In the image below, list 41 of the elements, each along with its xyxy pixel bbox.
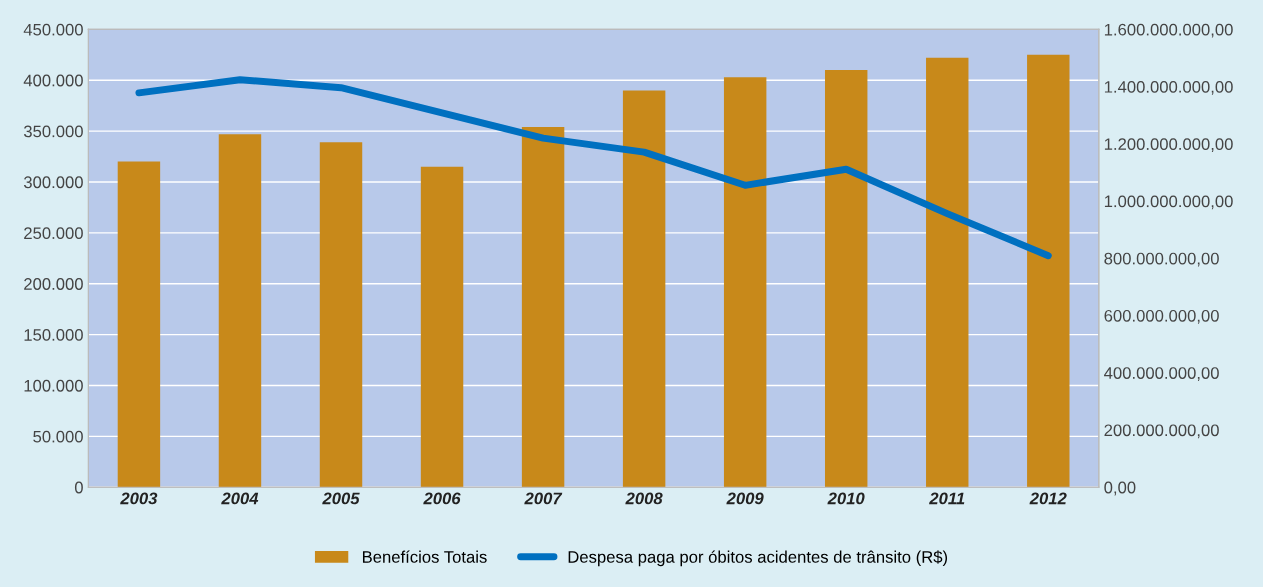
y-tick-label: 50.000: [33, 430, 83, 443]
bar: [420, 166, 464, 488]
y-tick-label: 400.000: [23, 74, 83, 87]
x-tick-label: 2005: [322, 492, 360, 505]
y-tick-label: 200.000: [24, 278, 83, 290]
y2-tick-label: 1.200.000.000,00: [1104, 138, 1233, 152]
y2-tick-label: 1.600.000.000,00: [1104, 23, 1233, 38]
bar: [1027, 54, 1070, 488]
y-tick-label: 300.000: [23, 176, 83, 189]
y2-tick-label: 200.000.000,00: [1104, 424, 1219, 439]
y2-tick-label: 1.400.000.000,00: [1104, 80, 1233, 95]
y2-tick-label: 800.000.000,00: [1104, 252, 1219, 267]
x-tick-label: 2011: [929, 492, 965, 505]
bar: [926, 57, 969, 488]
bar: [723, 77, 767, 488]
x-tick-label: 2006: [423, 492, 461, 505]
x-tick-label: 2008: [625, 492, 663, 505]
y-tick-label: 250.000: [24, 227, 83, 240]
y-tick-label: 150.000: [24, 328, 83, 341]
bar: [824, 70, 868, 488]
y2-tick-label: 0,00: [1104, 481, 1136, 496]
x-tick-label: 2007: [524, 492, 563, 505]
bar: [622, 90, 666, 488]
y-tick-label: 350.000: [23, 125, 83, 138]
y-tick-label: 0: [74, 481, 83, 494]
x-tick-label: 2009: [726, 492, 764, 505]
bar: [117, 161, 161, 488]
x-tick-label: 2010: [827, 492, 865, 505]
x-tick-label: 2003: [120, 492, 158, 505]
bar: [218, 134, 262, 488]
y-tick-label: 450.000: [23, 23, 83, 36]
y2-tick-label: 1.000.000.000,00: [1104, 195, 1233, 210]
bar: [319, 142, 363, 488]
bar: [521, 127, 565, 488]
x-tick-label: 2012: [1029, 492, 1067, 505]
legend-label: Despesa paga por óbitos acidentes de trânsito (R$): [568, 550, 948, 567]
y-tick-label: 100.000: [24, 379, 83, 392]
legend-label: Benefícios Totais: [362, 550, 487, 563]
x-tick-label: 2004: [221, 492, 259, 505]
y2-tick-label: 600.000.000,00: [1104, 309, 1219, 324]
y2-tick-label: 400.000.000,00: [1104, 367, 1219, 381]
